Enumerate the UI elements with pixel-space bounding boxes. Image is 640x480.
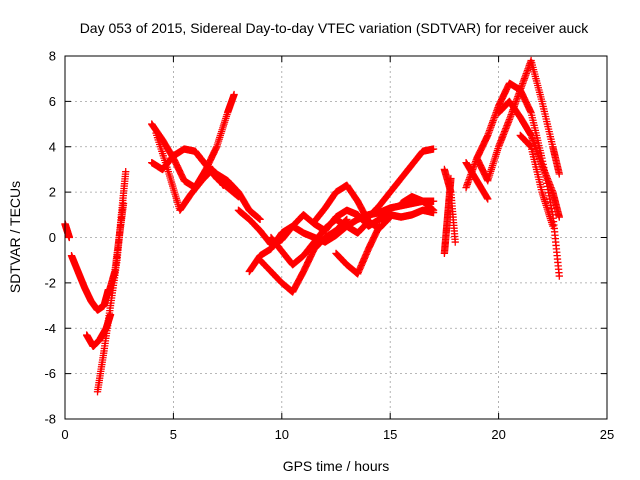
data-point: [122, 168, 130, 176]
chart-title: Day 053 of 2015, Sidereal Day-to-day VTE…: [80, 20, 590, 36]
y-tick-label: 0: [49, 230, 56, 245]
y-tick-label: 8: [49, 49, 56, 64]
data-point: [386, 213, 394, 221]
y-tick-label: -2: [44, 275, 56, 290]
y-tick-label: 6: [49, 94, 56, 109]
series-track-m: [267, 215, 373, 269]
data-point: [256, 215, 264, 223]
data-point: [555, 213, 563, 221]
series-track-v: [462, 158, 492, 203]
y-tick-label: -8: [44, 412, 56, 427]
data-point: [555, 272, 563, 280]
series-track-x: [516, 131, 557, 230]
data-point: [375, 222, 384, 230]
x-tick-label: 20: [491, 427, 505, 442]
x-tick-label: 15: [383, 427, 397, 442]
data-point: [119, 199, 128, 208]
x-tick-label: 5: [170, 427, 177, 442]
data-point: [484, 195, 492, 203]
series-track-s: [440, 165, 459, 246]
series-track-b: [67, 252, 113, 314]
series-track-q: [397, 193, 438, 214]
series-track-w: [494, 97, 563, 221]
axis-ticks: 0 5 10 15 20 25 -8 -6 -4 -2 0 2 4 6 8: [44, 49, 614, 443]
data-point: [343, 215, 351, 223]
series-track-a: [61, 220, 73, 242]
data-point: [451, 238, 459, 246]
series-track-e: [104, 199, 128, 298]
data-point: [429, 206, 438, 214]
y-tick-label: 2: [49, 185, 56, 200]
x-tick-label: 10: [275, 427, 289, 442]
y-tick-label: -6: [44, 366, 56, 381]
data-point: [230, 90, 238, 99]
data-point: [429, 197, 438, 205]
plot-frame: [64, 55, 608, 420]
y-tick-label: -4: [44, 321, 56, 336]
y-tick-label: 4: [49, 139, 56, 154]
series-track-u: [473, 56, 563, 185]
data-point: [555, 170, 563, 178]
x-tick-label: 0: [61, 427, 68, 442]
data-point: [429, 145, 438, 153]
y-axis-label: SDTVAR / TECUs: [7, 181, 23, 293]
series-track-p: [364, 145, 438, 221]
data-points: [61, 56, 563, 396]
series-track-h: [152, 129, 227, 214]
data-point: [234, 193, 243, 201]
series-track-i: [191, 147, 243, 201]
data-point: [549, 222, 557, 230]
data-point: [65, 233, 73, 242]
x-axis-label: GPS time / hours: [283, 458, 390, 474]
series-track-o: [332, 222, 384, 278]
x-tick-label: 25: [600, 427, 614, 442]
